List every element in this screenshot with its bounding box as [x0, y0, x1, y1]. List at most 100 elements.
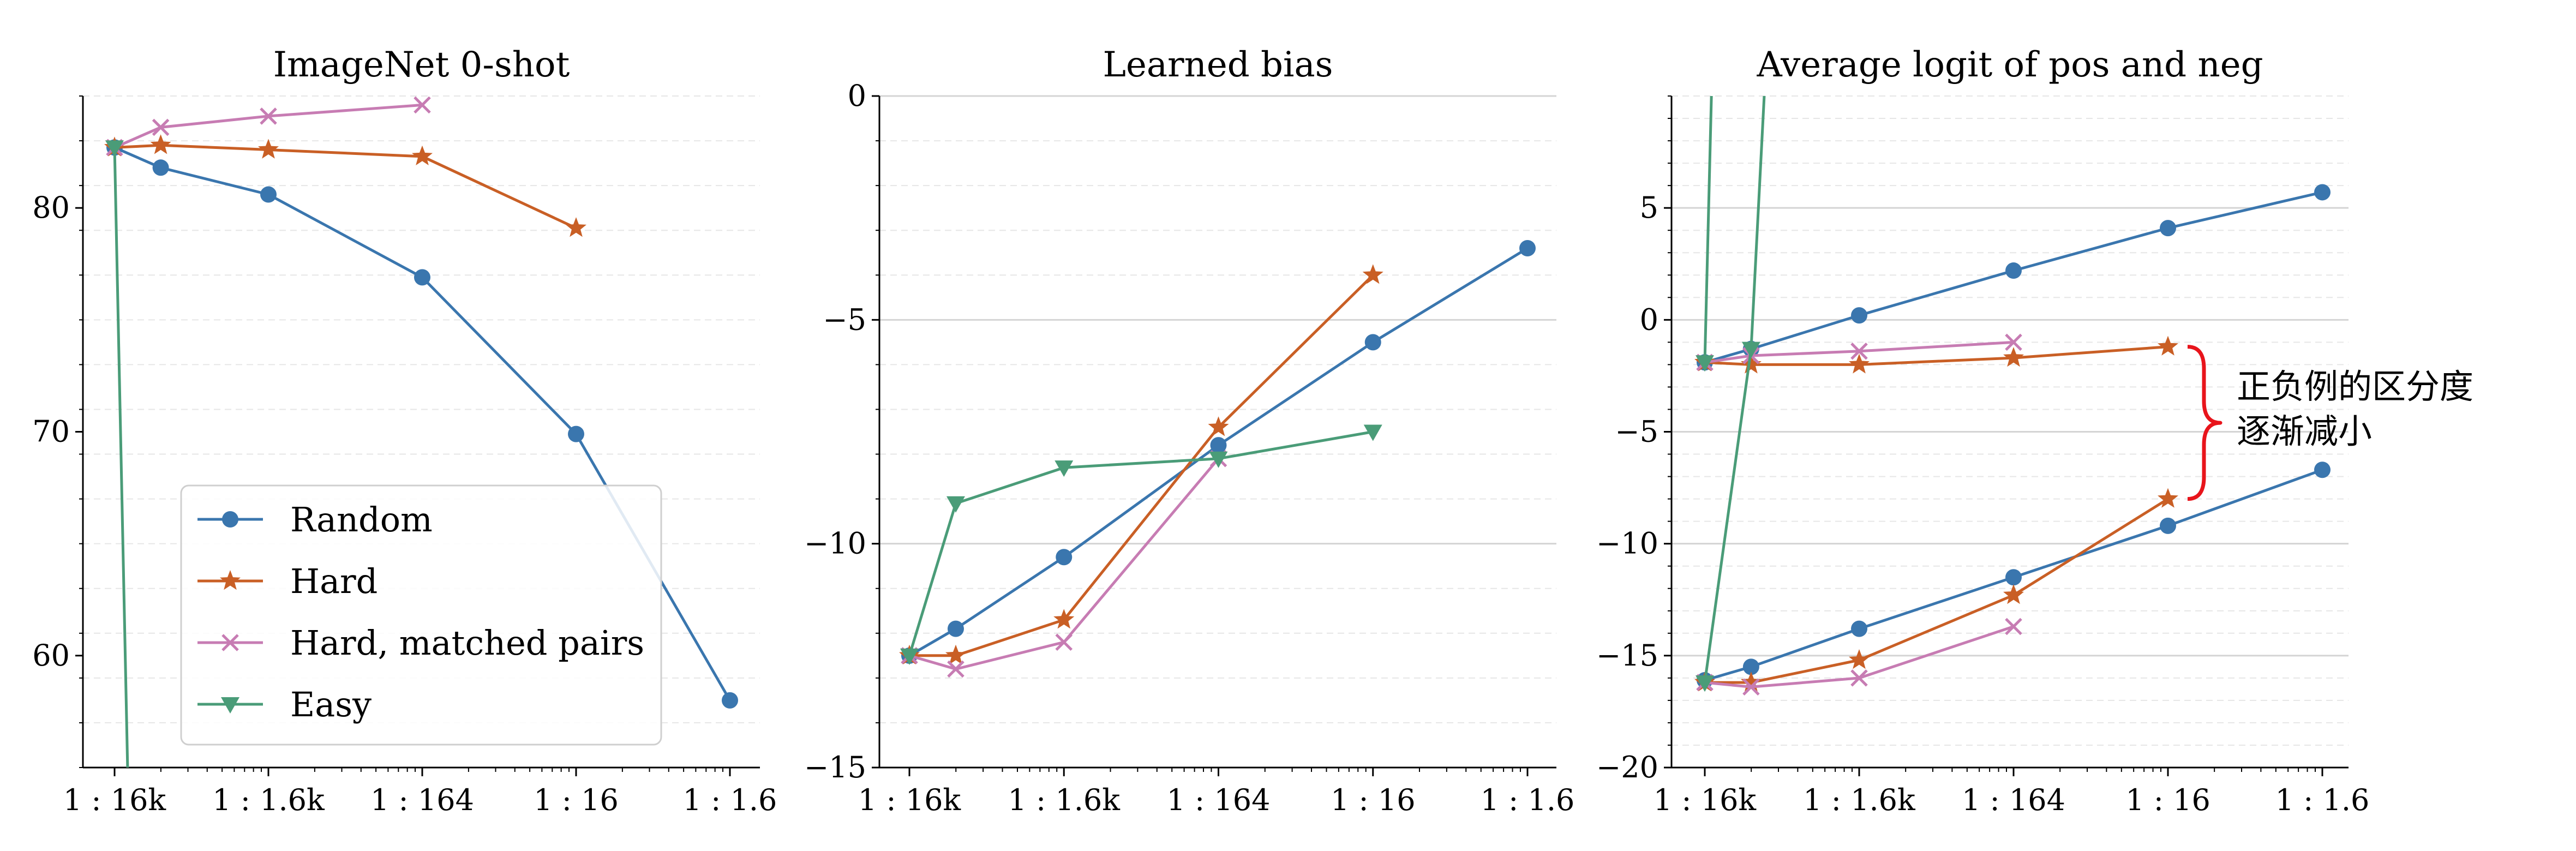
y-tick-label: 5 [1640, 190, 1658, 225]
marker-random-p2-s1-5 [2314, 462, 2331, 478]
x-tick-label: 1 : 1.6 [1481, 783, 1575, 817]
marker-hard-p0-s1-3 [412, 145, 433, 165]
marker-hard-p2-s2-3 [2003, 347, 2024, 367]
marker-hard-matched-pairs-p2-s5-3 [2005, 618, 2022, 636]
marker-random-p0-s0-5 [722, 692, 738, 709]
marker-legend-hard-matched-pairs-p0-s2-0 [221, 634, 239, 651]
x-tick-label: 1 : 16k [858, 783, 962, 817]
marker-random-p2-s1-2 [1851, 620, 1867, 637]
annotation-text: 正负例的区分度逐渐减小 [2237, 367, 2473, 451]
marker-random-p2-s0-5 [2314, 184, 2331, 201]
marker-hard-matched-pairs-p0-s2-2 [260, 107, 277, 125]
marker-hard-matched-pairs-p1-s2-1 [947, 660, 964, 678]
series-line-hard [909, 274, 1374, 657]
marker-hard-p1-s1-3 [1208, 416, 1229, 436]
marker-random-p1-s0-1 [947, 620, 964, 637]
y-tick-label: −5 [1615, 415, 1658, 449]
marker-random-p0-s0-2 [260, 186, 277, 203]
legend: Random Hard Hard, matched pairs Easy [180, 484, 662, 746]
marker-random-p1-s0-4 [1364, 334, 1381, 351]
y-tick-label: 70 [32, 415, 70, 449]
marker-easy-p2-s7-0 [1696, 675, 1714, 692]
marker-easy-p1-s3-2 [1055, 460, 1074, 477]
marker-hard-p1-s1-4 [1362, 264, 1383, 284]
marker-legend-hard-p0-s1-0 [220, 570, 241, 590]
x-tick-label: 1 : 16 [2125, 783, 2210, 817]
marker-hard-p2-s2-1 [1740, 353, 1762, 374]
chart-panel-0: 60 70 80 1 : 16k 1 : 1.6k 1 : 164 1 : 16 1 : 1.… [32, 45, 777, 817]
x-tick-label: 1 : 1.6k [212, 783, 325, 817]
y-tick-label: 0 [1640, 302, 1658, 337]
grid-1 [879, 95, 1556, 723]
marker-easy-p1-s3-4 [1363, 424, 1382, 441]
marker-random-p1-s0-5 [1519, 240, 1536, 257]
chart-panel-2: 5 0 −5 −10 −15 −201 : 16k 1 : 1.6k 1 : 164 1 : 1… [1596, 45, 2473, 817]
marker-hard-matched-pairs-p2-s5-1 [1742, 678, 1760, 696]
marker-hard-matched-pairs-p0-s2-3 [414, 96, 431, 114]
y-tick-label: −10 [804, 526, 866, 561]
marker-hard-p2-s2-2 [1849, 353, 1870, 374]
marker-easy-p0-s3-0 [105, 140, 124, 157]
x-tick-label: 1 : 1.6 [2275, 783, 2370, 817]
brace-icon [2187, 345, 2222, 501]
legend-label-random: Random [290, 500, 433, 540]
marker-hard-p2-s3-4 [2158, 488, 2178, 508]
series-line-hard-matched-pairs [1704, 625, 2014, 688]
y-tick-label: −10 [1596, 526, 1658, 561]
series-line-easy [1703, 96, 1713, 363]
marker-easy-p2-s7-1 [1741, 341, 1760, 358]
marker-hard-p0-s1-2 [258, 139, 279, 159]
marker-random-p2-s0-4 [2160, 220, 2176, 237]
marker-random-p1-s0-3 [1210, 437, 1227, 454]
y-tick-label: 60 [32, 638, 70, 673]
legend-label-hard: Hard [290, 561, 378, 601]
chart-title: Learned bias [1103, 45, 1333, 85]
legend-box [180, 484, 662, 746]
marker-random-p2-s0-3 [2005, 262, 2022, 279]
series-line-easy [113, 147, 129, 768]
series-line-hard-matched-pairs [909, 458, 1220, 670]
marker-random-p0-s0-4 [568, 425, 584, 442]
x-tick-label: 1 : 16k [63, 783, 167, 817]
marker-hard-p1-s1-1 [945, 644, 966, 664]
y-tick-label: 80 [32, 190, 70, 225]
legend-label-easy: Easy [290, 685, 372, 724]
marker-easy-p1-s3-1 [946, 496, 965, 513]
x-tick-label: 1 : 1.6 [683, 783, 777, 817]
marker-hard-p0-s1-1 [150, 134, 171, 154]
marker-hard-p2-s2-4 [2158, 335, 2178, 356]
x-tick-label: 1 : 16 [534, 783, 619, 817]
y-tick-label: −20 [1596, 750, 1658, 784]
y-tick-label: 0 [848, 79, 866, 113]
marker-random-p0-s0-1 [152, 159, 169, 176]
marker-random-p2-s1-1 [1742, 658, 1759, 675]
marker-hard-matched-pairs-p1-s2-2 [1055, 633, 1073, 651]
marker-hard-p2-s3-1 [1740, 672, 1762, 692]
y-tick-label: −15 [1596, 638, 1658, 673]
marker-easy-p1-s3-3 [1209, 451, 1228, 468]
marker-random-p2-s0-2 [1851, 307, 1867, 324]
series-group-0 [104, 96, 738, 768]
chart-title: ImageNet 0-shot [273, 45, 570, 85]
series-group-1 [899, 240, 1536, 678]
marker-easy-p2-s6-0 [1696, 355, 1714, 372]
chart-title: Average logit of pos and neg [1756, 45, 2263, 85]
series-line-easy [1703, 96, 1766, 683]
marker-hard-matched-pairs-p2-s5-2 [1850, 669, 1868, 687]
series-group-2 [1694, 96, 2331, 696]
x-tick-label: 1 : 16k [1654, 783, 1757, 817]
marker-random-p2-s1-3 [2005, 569, 2022, 586]
series-line-hard-matched-pairs [113, 103, 423, 149]
legend-label-hard-matched-pairs: Hard, matched pairs [290, 623, 644, 663]
marker-hard-p1-s1-2 [1053, 609, 1075, 629]
marker-random-p1-s0-2 [1056, 549, 1073, 566]
x-tick-label: 1 : 16 [1331, 783, 1416, 817]
x-tick-label: 1 : 1.6k [1803, 783, 1916, 817]
marker-legend-random-p0-s0-0 [222, 511, 238, 528]
marker-legend-easy-p0-s3-0 [221, 697, 239, 714]
series-line-hard-matched-pairs [1704, 340, 2014, 364]
marker-hard-p0-s1-4 [566, 217, 586, 237]
annotation: 正负例的区分度逐渐减小 [2187, 345, 2473, 501]
